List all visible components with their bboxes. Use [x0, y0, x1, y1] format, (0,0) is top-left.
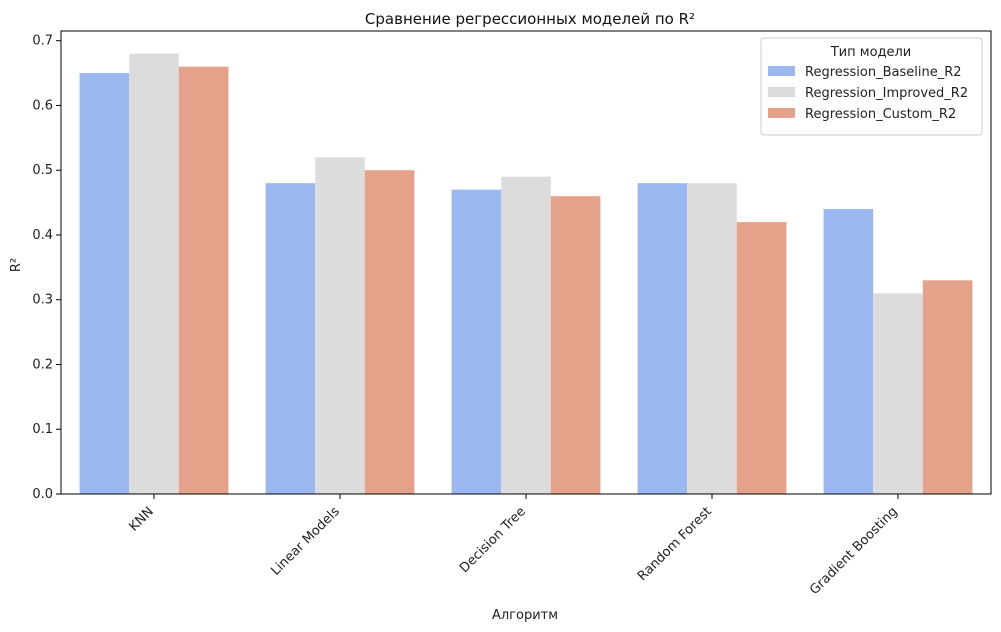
- legend: Тип модели Regression_Baseline_R2 Regress…: [760, 37, 983, 136]
- bar-regression-baseline-r2-2: [451, 189, 502, 495]
- y-tick-label: 0.0: [32, 487, 53, 502]
- y-tick-label: 0.6: [32, 98, 53, 113]
- x-tick-label: Linear Models: [268, 504, 343, 579]
- y-tick-label: 0.5: [32, 163, 53, 178]
- bar-regression-baseline-r2-3: [637, 183, 688, 495]
- bar-regression-improved-r2-4: [873, 293, 923, 494]
- bar-regression-custom-r2-0: [178, 66, 229, 494]
- y-axis-label: R²: [9, 258, 24, 272]
- bar-regression-custom-r2-1: [364, 170, 415, 495]
- bar-regression-custom-r2-4: [922, 280, 973, 494]
- bar-regression-improved-r2-1: [315, 157, 365, 495]
- legend-swatch: [768, 87, 795, 97]
- y-tick-label: 0.1: [32, 422, 53, 437]
- bar-regression-custom-r2-3: [736, 222, 787, 495]
- y-tick-label: 0.2: [32, 357, 53, 372]
- x-tick-label: KNN: [126, 504, 156, 534]
- bar-regression-custom-r2-2: [550, 196, 601, 495]
- bar-regression-improved-r2-0: [129, 53, 179, 494]
- bar-regression-improved-r2-3: [687, 183, 737, 495]
- legend-swatch: [768, 66, 795, 76]
- legend-entry-label: Regression_Baseline_R2: [805, 65, 962, 80]
- y-tick-label: 0.7: [32, 34, 53, 49]
- x-tick-label: Gradient Boosting: [807, 504, 901, 598]
- legend-title: Тип модели: [830, 45, 912, 60]
- legend-entry-label: Regression_Custom_R2: [805, 107, 956, 122]
- legend-swatch: [768, 108, 795, 118]
- x-tick-label: Decision Tree: [457, 504, 529, 576]
- bar-regression-baseline-r2-4: [823, 209, 874, 495]
- x-axis-label: Алгоритм: [492, 608, 558, 623]
- legend-entry-label: Regression_Improved_R2: [805, 86, 968, 101]
- y-tick-label: 0.3: [32, 293, 53, 308]
- bar-regression-baseline-r2-1: [265, 183, 316, 495]
- bar-regression-improved-r2-2: [501, 176, 551, 495]
- bar-regression-baseline-r2-0: [79, 73, 130, 494]
- y-tick-label: 0.4: [32, 228, 53, 243]
- x-tick-label: Random Forest: [635, 504, 715, 584]
- chart-title: Сравнение регрессионных моделей по R²: [365, 10, 695, 28]
